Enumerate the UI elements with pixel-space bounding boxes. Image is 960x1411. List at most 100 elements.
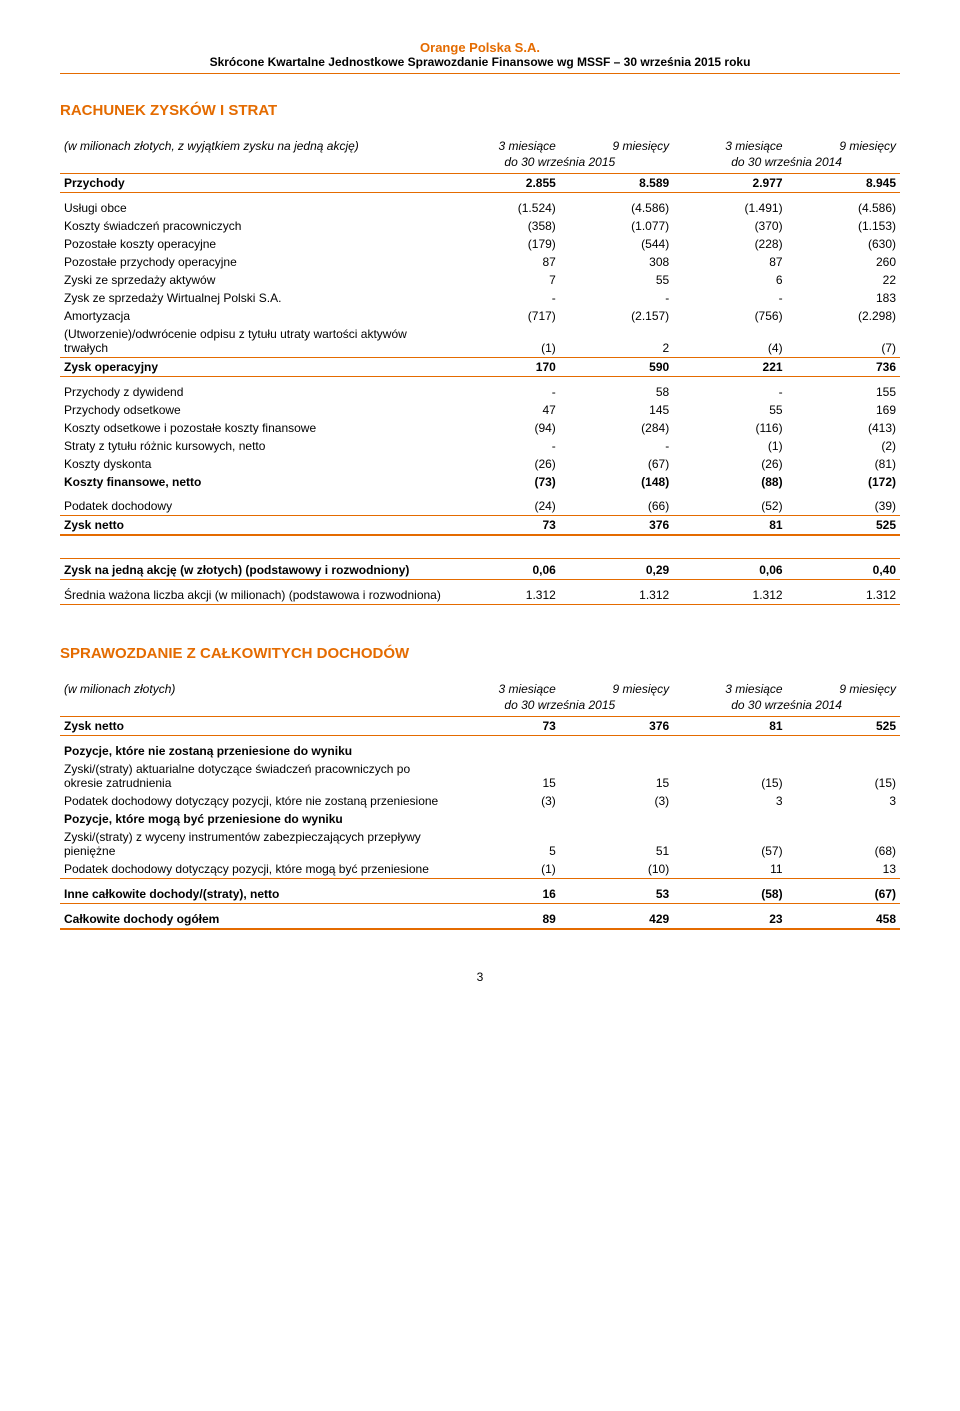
cell: (413) xyxy=(787,419,900,437)
cell: 23 xyxy=(673,904,786,930)
cell: (94) xyxy=(446,419,559,437)
row-label: Koszty finansowe, netto xyxy=(60,473,446,491)
row-label: Podatek dochodowy xyxy=(60,491,446,516)
cell: (370) xyxy=(673,217,786,235)
row-label: Zyski/(straty) aktuarialne dotyczące świ… xyxy=(60,760,446,792)
cell: - xyxy=(673,377,786,402)
income-statement-title: RACHUNEK ZYSKÓW I STRAT xyxy=(60,102,900,119)
row-label: Zyski/(straty) z wyceny instrumentów zab… xyxy=(60,828,446,860)
row-label: Podatek dochodowy dotyczący pozycji, któ… xyxy=(60,792,446,810)
unit-note: (w milionach złotych) xyxy=(60,680,446,698)
col-header: 3 miesiące xyxy=(673,680,786,698)
cell: 1.312 xyxy=(673,580,786,605)
cell: (284) xyxy=(560,419,673,437)
row-label: Zysk netto xyxy=(60,717,446,736)
cell: (52) xyxy=(673,491,786,516)
cell: 73 xyxy=(446,516,559,536)
cell: (3) xyxy=(446,792,559,810)
cell: - xyxy=(446,289,559,307)
unit-note: (w milionach złotych, z wyjątkiem zysku … xyxy=(60,137,446,155)
row-label: Koszty odsetkowe i pozostałe koszty fina… xyxy=(60,419,446,437)
cell: 736 xyxy=(787,358,900,377)
row-label: Zysk operacyjny xyxy=(60,358,446,377)
cell: 376 xyxy=(560,516,673,536)
row-label: Przychody xyxy=(60,174,446,193)
cell: (172) xyxy=(787,473,900,491)
cell: 2 xyxy=(560,325,673,358)
cell: 1.312 xyxy=(787,580,900,605)
cell: - xyxy=(560,289,673,307)
cell: (58) xyxy=(673,879,786,904)
cell: 221 xyxy=(673,358,786,377)
cell: 53 xyxy=(560,879,673,904)
cell: (73) xyxy=(446,473,559,491)
comprehensive-income-table: (w milionach złotych) 3 miesiące 9 miesi… xyxy=(60,680,900,930)
cell: (544) xyxy=(560,235,673,253)
cell: 183 xyxy=(787,289,900,307)
row-label: Pozostałe koszty operacyjne xyxy=(60,235,446,253)
cell: (1.491) xyxy=(673,193,786,218)
cell: (179) xyxy=(446,235,559,253)
cell: (4.586) xyxy=(560,193,673,218)
col-header: 3 miesiące xyxy=(446,137,559,155)
company-name: Orange Polska S.A. xyxy=(60,40,900,55)
col-header: 9 miesięcy xyxy=(787,680,900,698)
cell: 376 xyxy=(560,717,673,736)
cell: (1.077) xyxy=(560,217,673,235)
row-label: Średnia ważona liczba akcji (w milionach… xyxy=(60,580,446,605)
cell: 15 xyxy=(446,760,559,792)
cell: (26) xyxy=(446,455,559,473)
col-header: 9 miesięcy xyxy=(560,680,673,698)
cell: 0,40 xyxy=(787,559,900,580)
cell: 81 xyxy=(673,516,786,536)
cell: (39) xyxy=(787,491,900,516)
cell: 458 xyxy=(787,904,900,930)
cell: (15) xyxy=(673,760,786,792)
cell: (67) xyxy=(787,879,900,904)
col-subheader: do 30 września 2015 xyxy=(446,155,673,174)
row-label: Zysk na jedną akcję (w złotych) (podstaw… xyxy=(60,559,446,580)
row-label: Pozycje, które nie zostaną przeniesione … xyxy=(60,736,900,761)
cell: 170 xyxy=(446,358,559,377)
cell: 16 xyxy=(446,879,559,904)
row-label: Przychody z dywidend xyxy=(60,377,446,402)
cell: (756) xyxy=(673,307,786,325)
row-label: Usługi obce xyxy=(60,193,446,218)
cell: (3) xyxy=(560,792,673,810)
cell: 525 xyxy=(787,717,900,736)
cell: 47 xyxy=(446,401,559,419)
cell: (4) xyxy=(673,325,786,358)
cell: (116) xyxy=(673,419,786,437)
row-label: Amortyzacja xyxy=(60,307,446,325)
row-label: Pozostałe przychody operacyjne xyxy=(60,253,446,271)
cell: (81) xyxy=(787,455,900,473)
cell: 155 xyxy=(787,377,900,402)
cell: 55 xyxy=(673,401,786,419)
cell: - xyxy=(446,377,559,402)
row-label: Koszty świadczeń pracowniczych xyxy=(60,217,446,235)
cell: (66) xyxy=(560,491,673,516)
row-label: Całkowite dochody ogółem xyxy=(60,904,446,930)
row-label: Przychody odsetkowe xyxy=(60,401,446,419)
cell: - xyxy=(446,437,559,455)
row-label: Zysk ze sprzedaży Wirtualnej Polski S.A. xyxy=(60,289,446,307)
cell: 2.977 xyxy=(673,174,786,193)
cell: - xyxy=(560,437,673,455)
cell: 145 xyxy=(560,401,673,419)
row-label: (Utworzenie)/odwrócenie odpisu z tytułu … xyxy=(60,325,446,358)
cell: (88) xyxy=(673,473,786,491)
cell: 87 xyxy=(673,253,786,271)
cell: 2.855 xyxy=(446,174,559,193)
cell: (4.586) xyxy=(787,193,900,218)
cell: (2.157) xyxy=(560,307,673,325)
cell: (7) xyxy=(787,325,900,358)
col-header: 3 miesiące xyxy=(673,137,786,155)
cell: (26) xyxy=(673,455,786,473)
row-label: Inne całkowite dochody/(straty), netto xyxy=(60,879,446,904)
col-header: 9 miesięcy xyxy=(787,137,900,155)
cell: (630) xyxy=(787,235,900,253)
cell: 0,29 xyxy=(560,559,673,580)
cell: 429 xyxy=(560,904,673,930)
cell: 590 xyxy=(560,358,673,377)
cell: 7 xyxy=(446,271,559,289)
